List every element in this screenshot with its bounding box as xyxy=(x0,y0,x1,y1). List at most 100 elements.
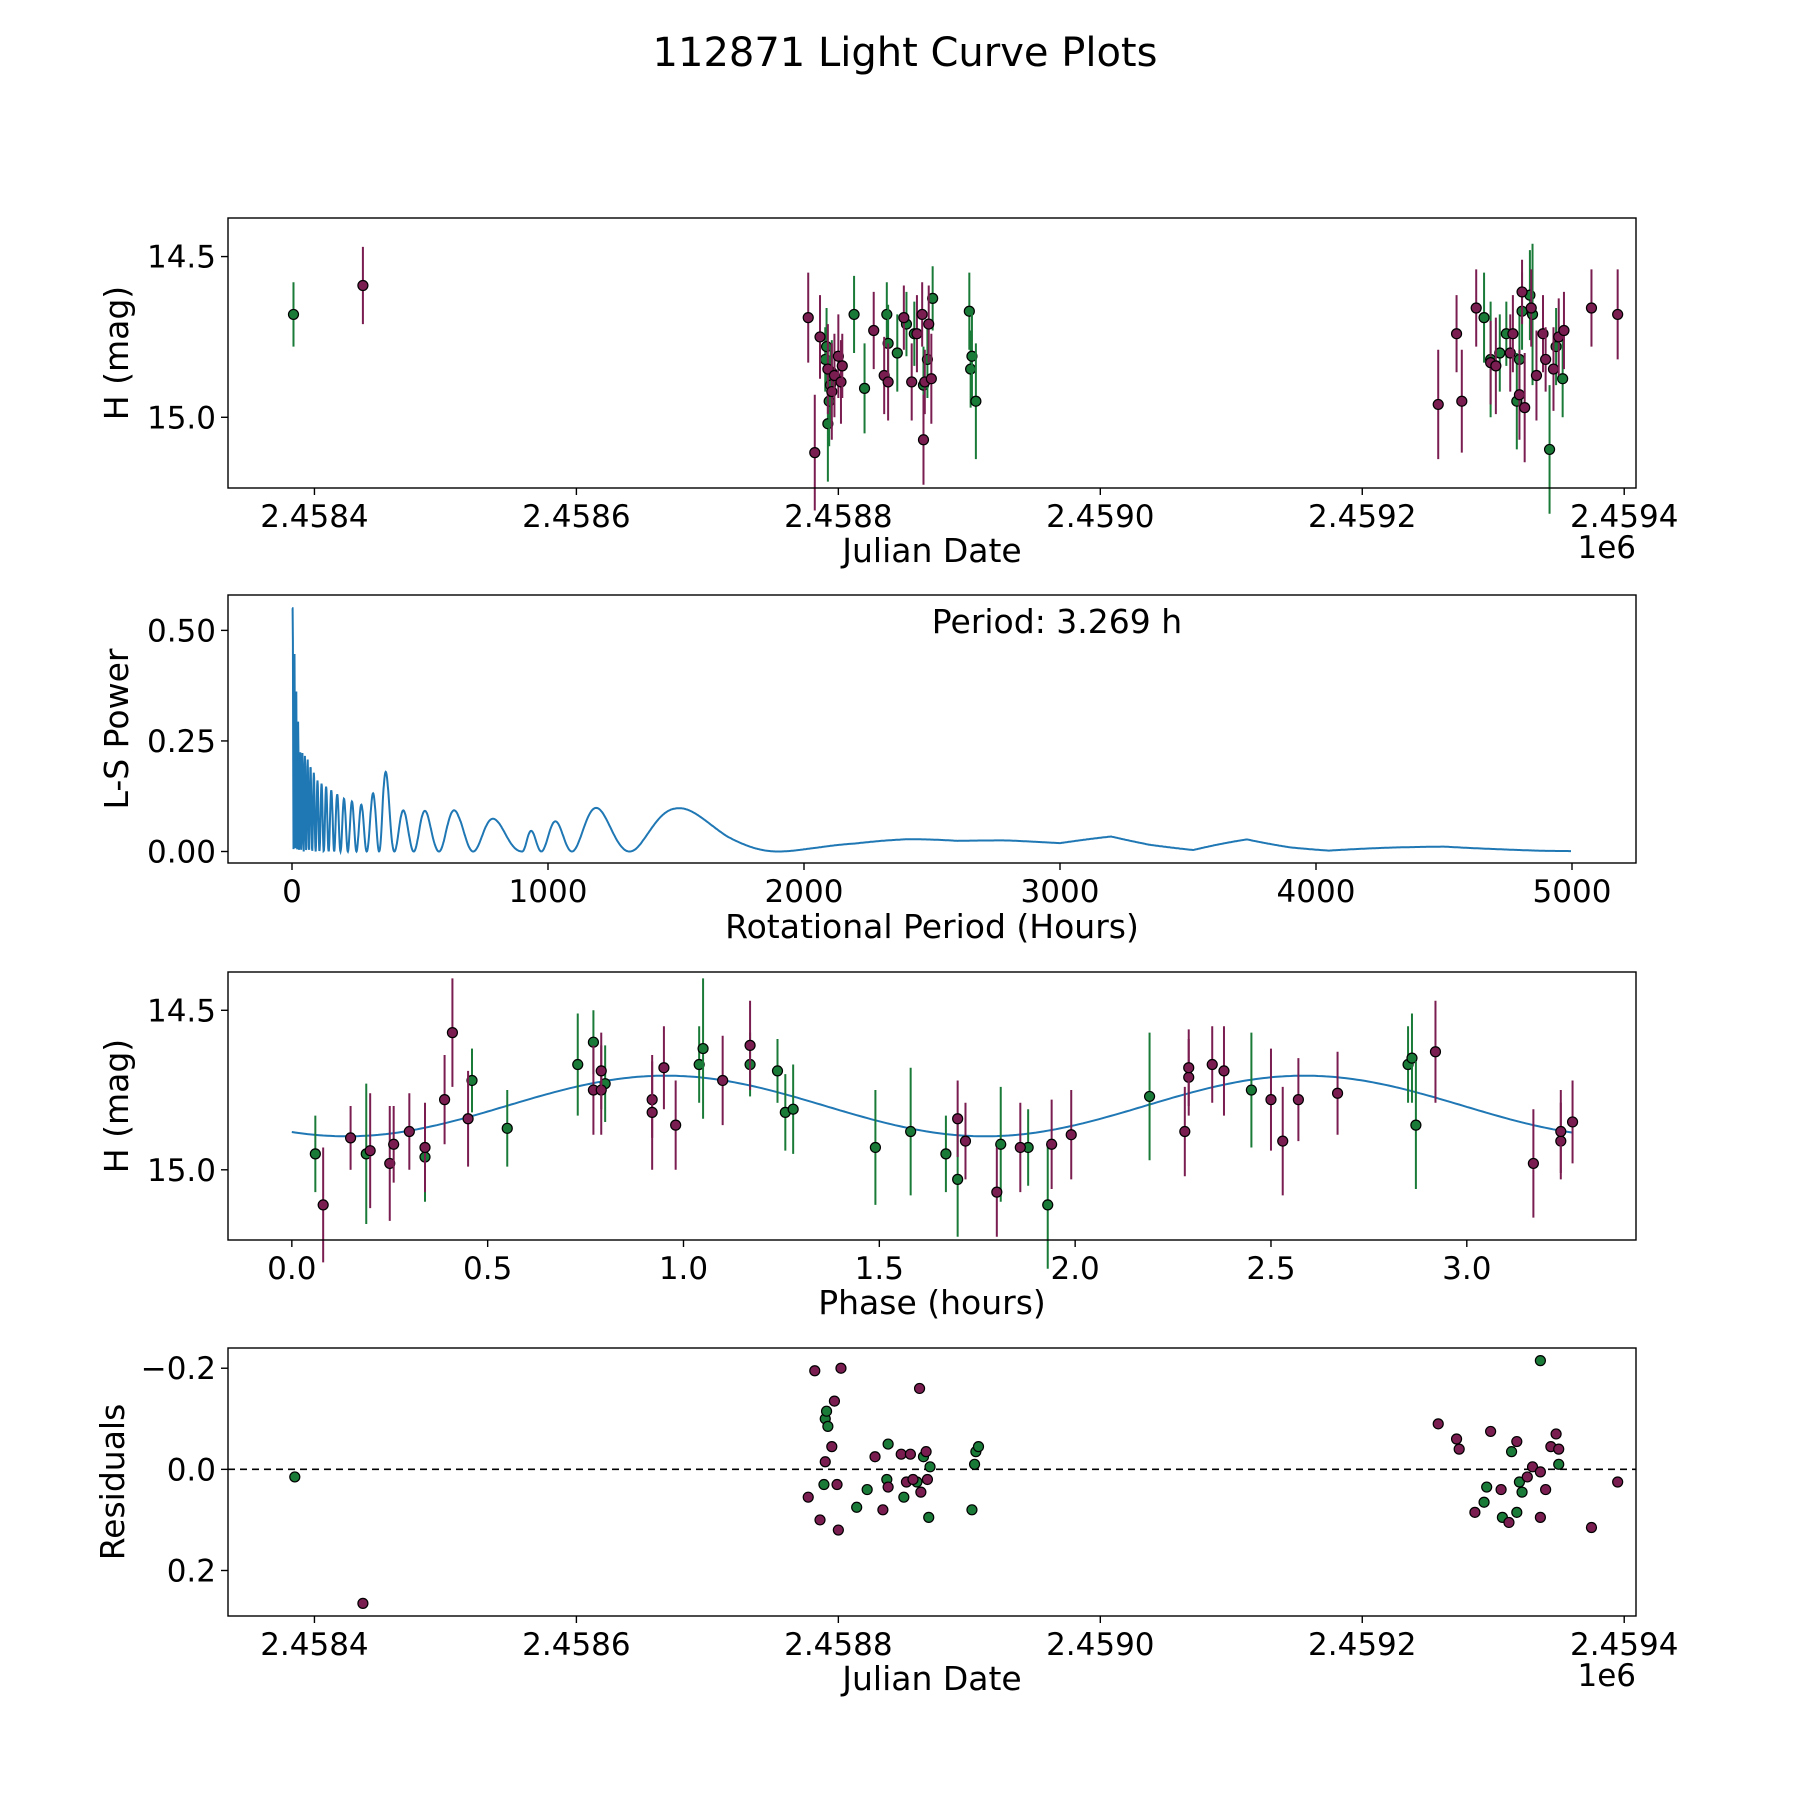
y-tick-label: 0.25 xyxy=(147,724,216,760)
periodogram-line xyxy=(291,607,1571,856)
phase-folded-frame xyxy=(227,971,1637,1241)
data-point xyxy=(419,1141,431,1154)
phase-folded-ticks: 0.0 0.5 1.0 1.5 2.0 2.5 3.0 15.0 14.5 xyxy=(147,993,1491,1287)
y-tick-label: 15.0 xyxy=(147,1153,216,1189)
data-point xyxy=(357,279,369,292)
data-point xyxy=(1566,1116,1579,1128)
x-tick-label: 1000 xyxy=(509,874,588,910)
data-point xyxy=(921,1473,934,1486)
data-point xyxy=(1540,1483,1552,1496)
x-tick-label: 2.4588 xyxy=(784,499,892,535)
x-tick-label: 2.4588 xyxy=(784,1627,892,1663)
data-point xyxy=(670,1119,682,1131)
data-point xyxy=(1612,1476,1624,1488)
light-curve-panel: 2.4584 2.4586 2.4588 2.4590 2.4592 2.4594 15.0… xyxy=(97,217,1678,570)
periodogram-frame xyxy=(227,594,1637,864)
data-point xyxy=(820,1405,833,1417)
data-point xyxy=(995,1138,1007,1150)
data-point xyxy=(1521,1471,1533,1483)
data-point xyxy=(1406,1052,1418,1064)
data-point xyxy=(1558,324,1570,337)
data-point xyxy=(1503,1516,1515,1529)
data-point xyxy=(869,1451,881,1463)
data-point xyxy=(814,1514,826,1526)
data-point xyxy=(882,1481,894,1493)
data-point xyxy=(384,1157,396,1170)
data-point xyxy=(1042,1199,1054,1211)
data-point xyxy=(952,1173,964,1185)
data-point xyxy=(915,1486,927,1498)
data-point xyxy=(869,1141,882,1154)
data-point xyxy=(787,1103,799,1115)
data-point xyxy=(1432,398,1444,411)
data-point xyxy=(1179,1125,1191,1138)
data-point xyxy=(357,1597,369,1609)
x-tick-label: 0 xyxy=(282,874,302,910)
light-curve-ylabel: H (mag) xyxy=(97,286,136,420)
data-point xyxy=(364,1145,376,1157)
data-point xyxy=(1516,286,1528,298)
data-point xyxy=(1540,353,1552,366)
data-point xyxy=(595,1065,607,1077)
data-point xyxy=(1277,1135,1289,1147)
data-point xyxy=(1553,1443,1565,1455)
light-curve-plot-area xyxy=(287,243,1624,514)
data-point xyxy=(1495,1483,1507,1496)
data-point xyxy=(1550,1428,1562,1440)
data-point xyxy=(832,1524,844,1536)
x-tick-label: 0.5 xyxy=(463,1251,512,1287)
y-tick-label: 0.2 xyxy=(167,1553,216,1589)
data-point xyxy=(927,292,939,304)
data-point xyxy=(959,1135,972,1147)
data-point xyxy=(1432,1418,1444,1430)
data-point xyxy=(868,324,880,337)
data-point xyxy=(965,363,977,375)
periodogram-plot-area xyxy=(291,607,1571,856)
data-point xyxy=(1511,1435,1523,1448)
phase-folded-xlabel: Phase (hours) xyxy=(818,1283,1046,1322)
data-point xyxy=(1429,1046,1442,1058)
data-point xyxy=(1526,1461,1539,1473)
y-tick-label: 15.0 xyxy=(147,400,216,436)
data-point xyxy=(802,312,814,324)
residuals-frame xyxy=(227,1347,1637,1617)
data-point xyxy=(1530,369,1543,382)
x-tick-label: 2.0 xyxy=(1050,1251,1099,1287)
data-point xyxy=(991,1186,1003,1198)
data-point xyxy=(1143,1090,1156,1103)
x-tick-label: 2.4592 xyxy=(1308,1627,1416,1663)
data-point xyxy=(462,1113,474,1125)
data-point xyxy=(898,1491,910,1503)
light-curve-xlabel: Julian Date xyxy=(840,531,1022,570)
data-point xyxy=(1206,1058,1218,1071)
x-tick-label: 2.4590 xyxy=(1046,1627,1154,1663)
data-point xyxy=(1410,1119,1422,1131)
data-point xyxy=(818,1478,830,1491)
light-curve-frame xyxy=(227,217,1637,489)
data-point xyxy=(658,1062,670,1074)
x-tick-label: 2.4592 xyxy=(1308,499,1416,535)
data-point xyxy=(819,1456,831,1468)
data-point xyxy=(1525,302,1537,314)
data-point xyxy=(403,1125,415,1138)
data-point xyxy=(877,1504,889,1516)
data-point xyxy=(646,1106,658,1118)
phase-folded-panel: 0.0 0.5 1.0 1.5 2.0 2.5 3.0 15.0 14.5 Phase (hou… xyxy=(97,971,1637,1322)
data-point xyxy=(697,1042,709,1055)
x-tick-label: 2.4586 xyxy=(522,499,630,535)
residuals-offset-text: 1e6 xyxy=(1577,1658,1636,1694)
data-point xyxy=(891,347,903,359)
model-fit-line xyxy=(291,1074,1573,1138)
x-tick-label: 4000 xyxy=(1277,874,1356,910)
residuals-ticks: 2.4584 2.4586 2.4588 2.4590 2.4592 2.4594 0.2 0… xyxy=(141,1351,1679,1663)
data-point xyxy=(1557,373,1569,385)
data-point xyxy=(1453,1443,1465,1455)
data-point xyxy=(822,363,834,375)
data-point xyxy=(744,1039,756,1051)
data-point xyxy=(1507,328,1519,340)
y-tick-label: 14.5 xyxy=(147,993,216,1029)
data-point xyxy=(1046,1138,1058,1150)
residuals-panel: 2.4584 2.4586 2.4588 2.4590 2.4592 2.4594 0.2 0… xyxy=(93,1347,1679,1698)
data-point xyxy=(858,382,871,394)
data-point xyxy=(1456,395,1468,407)
